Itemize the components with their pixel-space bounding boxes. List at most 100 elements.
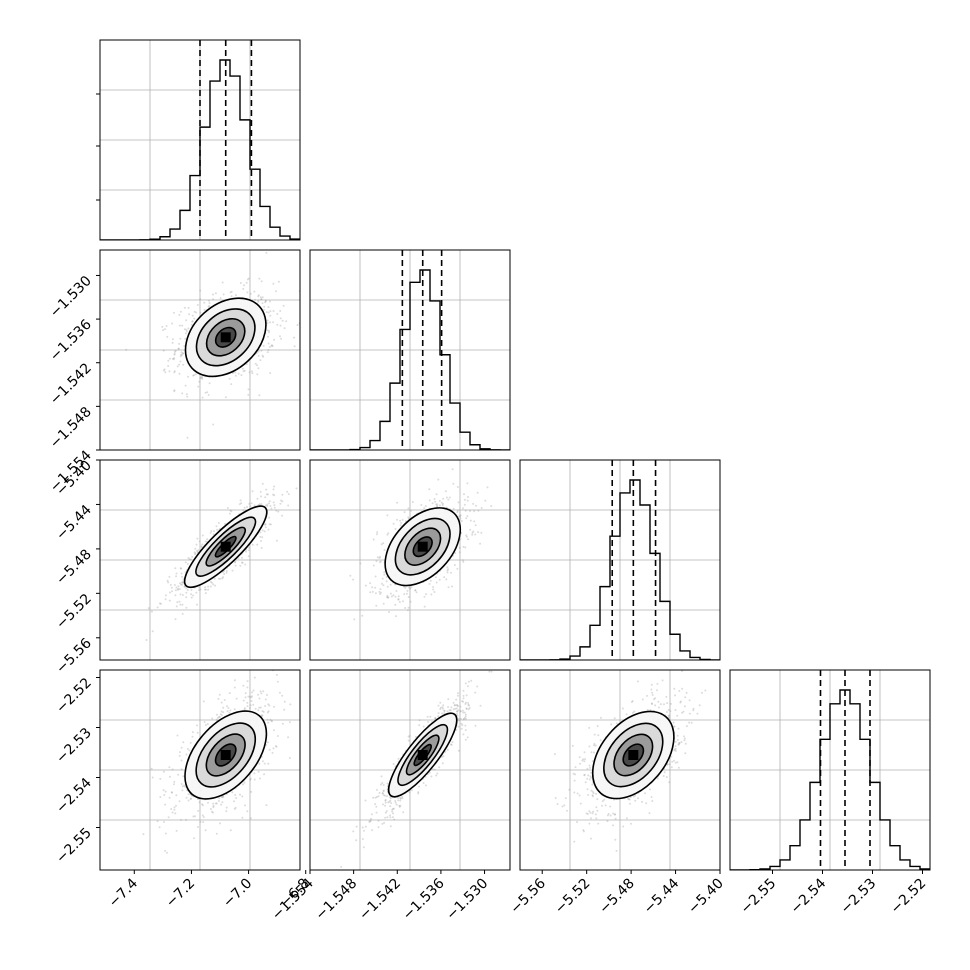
sample-point <box>437 704 440 707</box>
sample-point <box>471 533 474 536</box>
sample-point <box>676 739 679 741</box>
sample-point <box>203 301 206 304</box>
sample-point <box>202 821 205 823</box>
sample-point <box>384 801 387 804</box>
sample-point <box>436 503 439 506</box>
sample-point <box>399 524 402 527</box>
sample-point <box>256 364 258 367</box>
sample-point <box>147 607 150 610</box>
sample-point <box>390 595 393 598</box>
sample-point <box>445 578 448 581</box>
sample-point <box>363 829 365 832</box>
sample-point <box>215 802 218 805</box>
sample-point <box>167 581 170 584</box>
sample-point <box>168 796 171 799</box>
sample-point <box>191 320 194 323</box>
sample-point <box>474 524 477 527</box>
sample-point <box>596 725 599 727</box>
sample-point <box>490 670 493 673</box>
sample-point <box>206 391 209 394</box>
sample-point <box>248 546 250 549</box>
sample-point <box>159 602 162 605</box>
sample-point <box>372 796 375 799</box>
sample-point <box>361 614 364 617</box>
sample-point <box>457 725 460 728</box>
sample-point <box>180 351 183 354</box>
sample-point <box>215 525 218 528</box>
sample-point <box>490 505 493 508</box>
sample-point <box>142 833 145 836</box>
sample-point <box>462 697 465 700</box>
sample-point <box>361 838 364 840</box>
sample-point <box>676 714 679 717</box>
sample-point <box>399 796 402 799</box>
sample-point <box>260 495 262 498</box>
sample-point <box>472 502 475 505</box>
sample-point <box>201 804 204 807</box>
panel-frame <box>99 459 301 661</box>
sample-point <box>171 322 174 325</box>
sample-point <box>239 564 242 567</box>
sample-point <box>372 538 375 541</box>
sample-point <box>593 733 596 736</box>
sample-point <box>685 691 688 694</box>
sample-point <box>375 560 378 563</box>
sample-point <box>391 810 394 813</box>
sample-point <box>241 561 244 564</box>
sample-point <box>168 766 171 769</box>
sample-point <box>276 735 279 737</box>
sample-point <box>386 594 389 597</box>
sample-point <box>206 538 209 541</box>
sample-point <box>245 281 248 284</box>
sample-point <box>254 707 257 710</box>
sample-point <box>162 329 164 332</box>
sample-point <box>251 695 253 698</box>
sample-point <box>281 514 284 517</box>
sample-point <box>469 510 471 512</box>
sample-point <box>391 816 394 819</box>
sample-point <box>441 502 444 505</box>
sample-point <box>192 815 195 818</box>
sample-point <box>593 742 596 745</box>
sample-point <box>406 609 409 612</box>
sample-point <box>272 310 275 312</box>
sample-point <box>269 310 272 313</box>
sample-point <box>403 511 406 514</box>
sample-point <box>250 696 253 699</box>
sample-point <box>163 794 166 796</box>
sample-point <box>375 788 378 791</box>
sample-point <box>208 382 211 385</box>
sample-point <box>227 707 230 709</box>
sample-point <box>394 603 397 606</box>
sample-point <box>265 493 268 496</box>
sample-point <box>399 804 402 807</box>
sample-point <box>401 519 404 521</box>
sample-point <box>164 790 167 793</box>
sample-point <box>467 708 470 711</box>
sample-point <box>256 497 259 500</box>
sample-point <box>260 540 263 542</box>
sample-point <box>576 821 578 823</box>
sample-point <box>678 742 681 744</box>
sample-point <box>417 791 420 794</box>
sample-point <box>190 589 193 591</box>
sample-point <box>457 749 460 752</box>
sample-point <box>431 768 434 771</box>
sample-point <box>269 321 272 324</box>
sample-point <box>377 819 380 822</box>
sample-point <box>407 606 410 609</box>
sample-point <box>362 846 365 849</box>
sample-point <box>262 355 265 358</box>
sample-point <box>234 806 237 809</box>
sample-point <box>267 329 270 332</box>
sample-point <box>169 591 171 594</box>
sample-point <box>573 840 576 843</box>
sample-point <box>452 701 455 704</box>
sample-point <box>241 816 244 819</box>
sample-point <box>447 568 450 571</box>
sample-point <box>364 825 367 828</box>
sample-point <box>380 775 383 778</box>
sample-point <box>651 800 654 802</box>
histogram-panel-2 <box>310 250 510 450</box>
sample-point <box>199 311 202 314</box>
